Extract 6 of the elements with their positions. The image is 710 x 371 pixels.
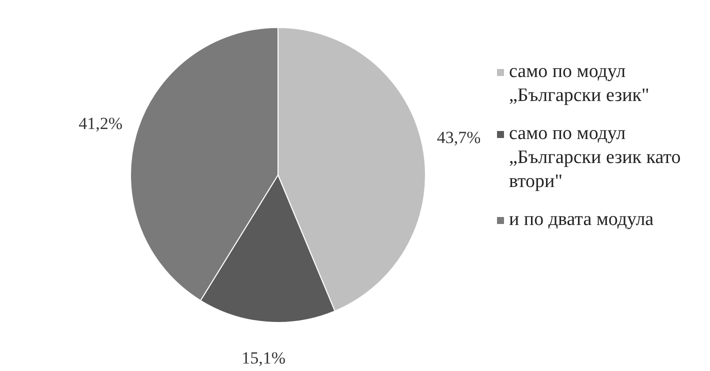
data-label: 15,1% xyxy=(242,348,286,368)
data-label: 41,2% xyxy=(78,114,123,134)
legend-label: само по модул „Български език като втори" xyxy=(509,122,682,194)
legend-label: само по модул „Български език" xyxy=(509,60,650,108)
data-label: 43,7% xyxy=(436,128,481,148)
legend-label: и по двата модула xyxy=(509,208,654,232)
